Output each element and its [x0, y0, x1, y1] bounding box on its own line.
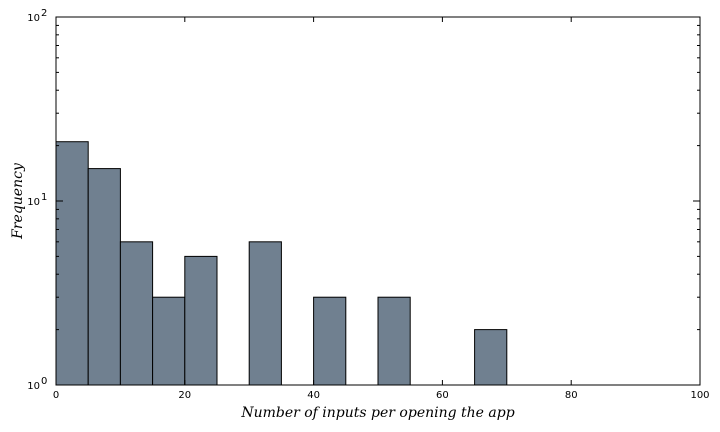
histogram-bar-1: [87, 168, 121, 386]
histogram-bar-4: [184, 255, 218, 386]
y-tick-exponent-2: 2: [41, 8, 47, 19]
x-tick-label-5: 100: [690, 390, 709, 401]
x-tick-label-0: 0: [53, 390, 59, 401]
histogram-bar-8: [474, 329, 508, 386]
histogram-bar-0: [55, 141, 89, 386]
x-tick-labels: 0 20 40 60 80 100: [53, 390, 710, 401]
histogram-bar-6: [313, 296, 347, 386]
histogram-bar-2: [119, 241, 154, 386]
y-tick-exponent-0: 0: [41, 376, 47, 387]
y-tick-label-1: 10: [27, 197, 40, 208]
x-axis-label: Number of inputs per opening the app: [240, 405, 514, 421]
histogram-bar-3: [152, 296, 186, 386]
x-tick-label-1: 20: [178, 390, 191, 401]
x-tick-label-2: 40: [307, 390, 320, 401]
y-tick-label-2: 10: [27, 13, 40, 24]
bars-group: [55, 141, 508, 386]
y-tick-exponent-1: 1: [41, 192, 47, 203]
histogram-bar-7: [377, 296, 411, 386]
x-tick-label-3: 60: [436, 390, 449, 401]
y-axis-label: Frequency: [10, 162, 26, 240]
plot-frame: [55, 16, 701, 386]
x-tick-label-4: 80: [565, 390, 578, 401]
histogram-bar-5: [248, 241, 282, 386]
y-tick-label-0: 10: [27, 381, 40, 392]
